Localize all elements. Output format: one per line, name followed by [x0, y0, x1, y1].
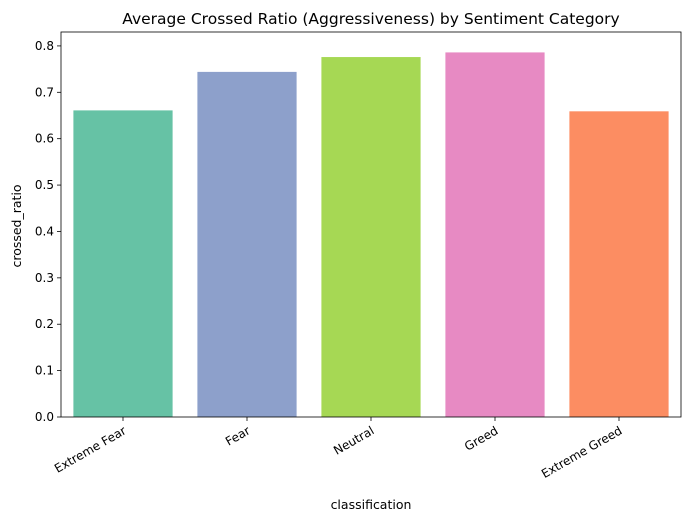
plot-area	[60, 31, 682, 418]
chart-title: Average Crossed Ratio (Aggressiveness) b…	[122, 10, 619, 28]
y-tick-label: 0.0	[35, 410, 54, 424]
bar-fear	[197, 71, 297, 417]
x-axis: Extreme Fear Fear Neutral Greed Extreme Gree…	[52, 417, 625, 481]
y-tick-label: 0.4	[35, 224, 54, 238]
bar-extreme-fear	[73, 110, 173, 417]
bar-extreme-greed	[569, 111, 669, 417]
y-axis: 0.0 0.1 0.2 0.3 0.4 0.5 0.6 0.7 0.8	[35, 39, 61, 424]
x-tick-label: Extreme Fear	[52, 423, 129, 475]
x-tick-label: Neutral	[331, 423, 376, 457]
y-tick-label: 0.1	[35, 364, 54, 378]
bar-neutral	[321, 57, 421, 418]
y-tick-label: 0.8	[35, 39, 54, 53]
y-tick-label: 0.6	[35, 132, 54, 146]
bar-greed	[445, 52, 545, 417]
x-axis-label: classification	[331, 497, 412, 512]
y-tick-label: 0.2	[35, 317, 54, 331]
x-tick-label: Extreme Greed	[539, 423, 625, 480]
x-tick-label: Greed	[462, 423, 500, 453]
x-tick-label: Fear	[223, 423, 253, 448]
y-tick-label: 0.7	[35, 85, 54, 99]
y-tick-label: 0.5	[35, 178, 54, 192]
y-axis-label: crossed_ratio	[9, 184, 24, 267]
y-tick-label: 0.3	[35, 271, 54, 285]
